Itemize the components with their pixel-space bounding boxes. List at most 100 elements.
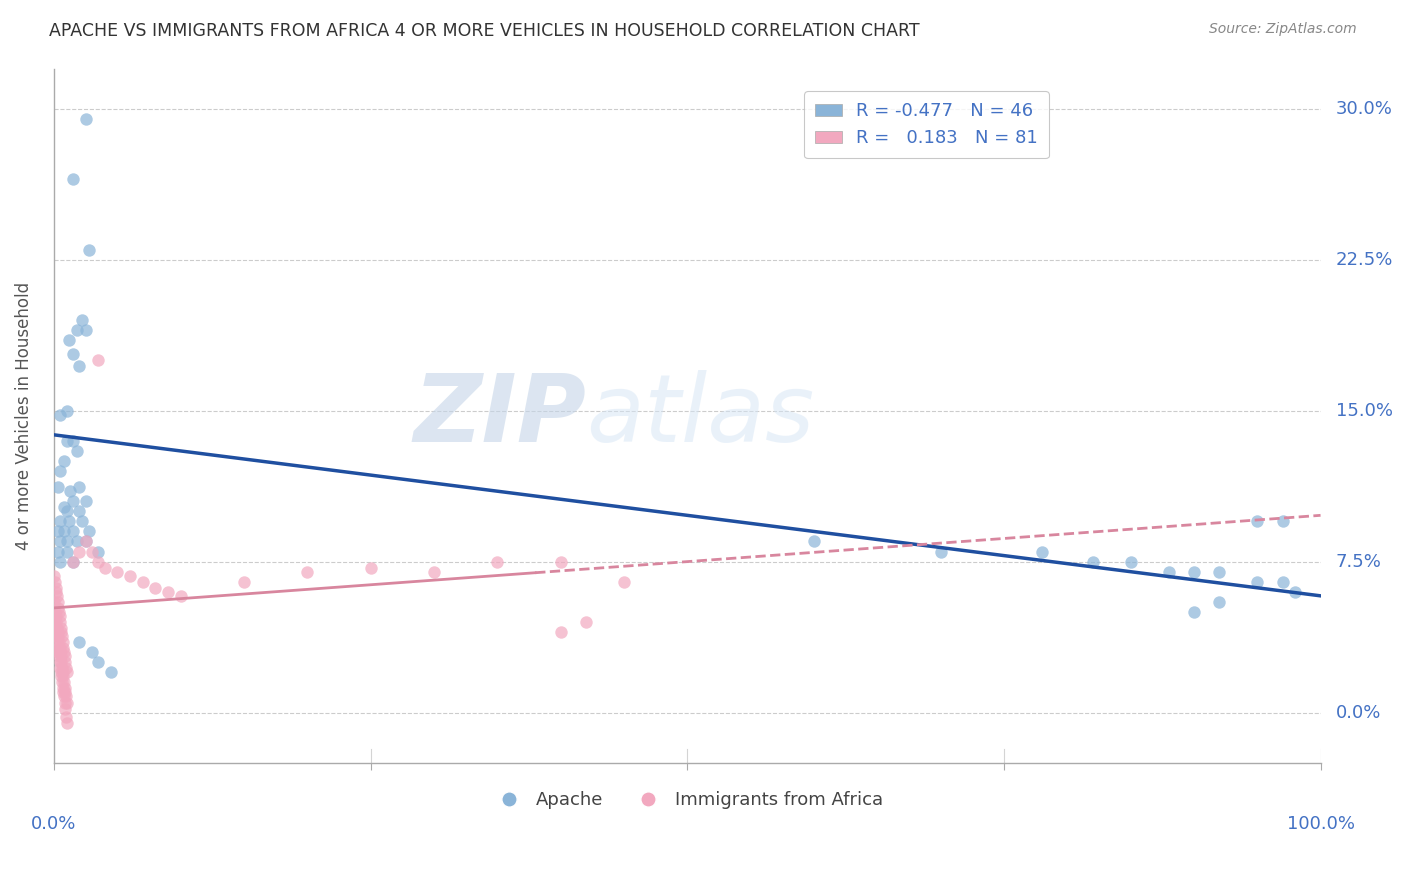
Point [55,544,77,558]
Point [62,555,84,569]
Point [62,434,84,448]
Point [62,347,84,361]
Point [53,696,76,710]
Point [70,514,93,528]
Point [45,581,67,595]
Text: 22.5%: 22.5% [1336,251,1393,268]
Point [55,504,77,518]
Point [58,333,80,347]
Point [52,685,75,699]
Point [79,243,101,257]
Point [803,534,825,549]
Point [51,625,73,640]
Point [55,709,77,723]
Point [44,605,66,619]
Point [48,655,70,669]
Point [49,464,72,478]
Point [45,625,67,640]
Point [66,323,89,337]
Point [100,665,122,680]
Point [46,595,69,609]
Point [48,649,70,664]
Point [52,500,75,515]
Point [1208,565,1230,579]
Point [1081,555,1104,569]
Point [75,534,97,549]
Point [46,645,69,659]
Point [55,403,77,417]
Point [46,589,69,603]
Point [49,555,72,569]
Point [105,565,128,579]
Point [53,649,76,664]
Point [575,615,598,629]
Point [52,524,75,539]
Point [51,675,73,690]
Point [1031,544,1053,558]
Point [44,574,66,589]
Point [53,685,76,699]
Point [79,524,101,539]
Text: Source: ZipAtlas.com: Source: ZipAtlas.com [1209,22,1357,37]
Point [52,641,75,656]
Point [45,609,67,624]
Text: atlas: atlas [586,370,814,461]
Point [55,690,77,704]
Point [143,581,166,595]
Text: APACHE VS IMMIGRANTS FROM AFRICA 4 OR MORE VEHICLES IN HOUSEHOLD CORRELATION CHA: APACHE VS IMMIGRANTS FROM AFRICA 4 OR MO… [49,22,920,40]
Point [49,615,72,629]
Point [46,601,69,615]
Point [1182,565,1205,579]
Point [1271,514,1294,528]
Point [44,621,66,635]
Point [295,565,318,579]
Point [87,555,110,569]
Point [46,635,69,649]
Point [46,480,69,494]
Point [75,534,97,549]
Point [46,544,69,558]
Point [48,605,70,619]
Point [70,313,93,327]
Point [1246,514,1268,528]
Point [49,534,72,549]
Point [44,615,66,629]
Point [45,615,67,629]
Point [48,609,70,624]
Point [46,629,69,643]
Point [51,629,73,643]
Point [62,172,84,186]
Point [67,504,90,518]
Point [46,621,69,635]
Point [486,555,509,569]
Text: 100.0%: 100.0% [1286,815,1354,833]
Point [55,696,77,710]
Text: 30.0%: 30.0% [1336,100,1392,118]
Point [1246,574,1268,589]
Point [48,635,70,649]
Point [49,661,72,675]
Point [360,560,382,574]
Point [67,544,90,558]
Point [53,681,76,696]
Point [48,641,70,656]
Point [1157,565,1180,579]
Point [52,454,75,468]
Text: ZIP: ZIP [413,369,586,462]
Point [49,645,72,659]
Y-axis label: 4 or more Vehicles in Household: 4 or more Vehicles in Household [15,282,32,549]
Point [46,641,69,656]
Point [52,690,75,704]
Point [232,574,254,589]
Point [52,681,75,696]
Point [45,584,67,599]
Point [62,524,84,539]
Point [62,555,84,569]
Text: 15.0%: 15.0% [1336,401,1393,419]
Point [55,715,77,730]
Point [46,524,69,539]
Point [1271,574,1294,589]
Point [66,444,89,458]
Point [613,574,636,589]
Point [67,359,90,374]
